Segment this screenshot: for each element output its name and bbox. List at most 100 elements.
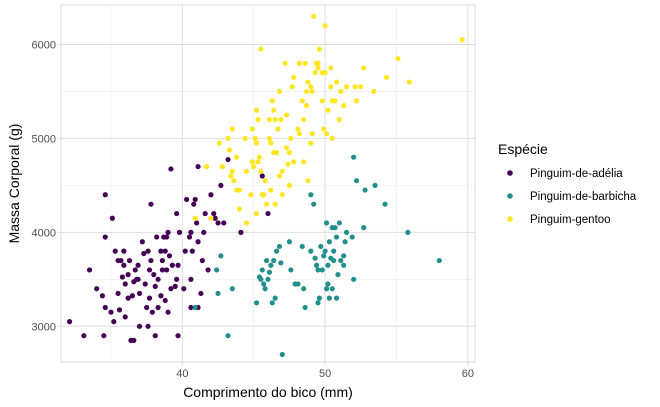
data-point	[198, 290, 204, 297]
data-point	[146, 267, 153, 273]
data-point	[332, 225, 338, 231]
data-point	[148, 201, 154, 207]
data-point	[303, 88, 310, 95]
data-point	[296, 131, 303, 137]
data-point	[195, 239, 201, 245]
data-point	[265, 276, 271, 282]
data-point	[214, 267, 220, 273]
data-point	[216, 140, 223, 146]
data-point	[308, 140, 314, 146]
data-point	[136, 323, 143, 329]
data-point	[261, 281, 267, 287]
data-point	[361, 65, 367, 71]
data-point	[352, 84, 358, 90]
data-point	[316, 46, 322, 52]
data-point	[326, 295, 332, 301]
data-point	[266, 117, 273, 123]
data-point	[383, 74, 390, 80]
data-point	[229, 168, 235, 174]
data-point	[162, 248, 168, 254]
data-point	[182, 248, 188, 254]
data-point	[436, 257, 442, 264]
data-point	[135, 262, 141, 268]
data-point	[228, 173, 234, 179]
data-point	[329, 98, 335, 104]
data-point	[459, 37, 465, 43]
data-point	[262, 286, 268, 292]
data-point	[312, 70, 318, 76]
data-point	[253, 300, 260, 306]
data-point	[221, 220, 227, 226]
data-point	[191, 201, 197, 207]
data-point	[291, 74, 297, 80]
data-point	[263, 201, 270, 207]
data-point	[215, 220, 221, 226]
data-point	[316, 295, 322, 301]
data-point	[318, 243, 324, 250]
data-point	[135, 276, 141, 282]
data-point	[108, 309, 114, 315]
data-point	[122, 281, 128, 287]
data-point	[139, 239, 145, 245]
data-point	[331, 248, 337, 254]
legend-label: Pinguim-de-adélia	[530, 168, 623, 180]
data-point	[145, 323, 151, 329]
legend-label: Pinguim-gentoo	[530, 214, 611, 226]
data-point	[279, 168, 285, 174]
data-point	[295, 126, 301, 132]
data-point	[251, 163, 257, 170]
data-point	[148, 257, 154, 264]
data-point	[405, 229, 411, 235]
data-point	[266, 269, 273, 275]
data-point	[152, 333, 158, 339]
x-axis-ticks: 40 50 60	[176, 362, 474, 380]
data-point	[86, 267, 93, 273]
data-point	[271, 107, 277, 113]
data-point	[151, 272, 157, 278]
data-point	[328, 84, 334, 90]
data-point	[204, 163, 210, 170]
y-tick-label: 5000	[32, 133, 56, 145]
data-point	[322, 248, 328, 254]
data-point	[323, 286, 330, 292]
data-point	[301, 286, 307, 292]
data-point	[333, 234, 340, 240]
data-point	[299, 98, 305, 104]
data-point	[118, 257, 124, 264]
data-point	[202, 210, 208, 217]
series-3	[192, 13, 465, 226]
data-point	[229, 126, 235, 132]
data-point	[325, 281, 331, 287]
data-point	[125, 295, 131, 301]
data-point	[141, 250, 147, 257]
data-point	[219, 163, 225, 170]
data-point	[253, 107, 260, 113]
data-point	[212, 215, 218, 221]
data-point	[162, 297, 168, 304]
data-point	[122, 314, 128, 320]
data-point	[278, 260, 284, 266]
data-point	[309, 131, 315, 137]
data-point	[301, 159, 307, 165]
data-point	[289, 84, 295, 90]
data-point	[265, 210, 271, 217]
legend-marker	[507, 193, 513, 199]
data-point	[255, 159, 261, 165]
data-point	[305, 79, 311, 85]
data-point	[166, 253, 173, 259]
data-point	[305, 178, 311, 184]
data-point	[315, 60, 321, 66]
data-point	[312, 255, 318, 261]
data-point	[286, 149, 293, 156]
data-point	[358, 84, 364, 90]
data-point	[175, 262, 181, 268]
data-point	[276, 243, 283, 250]
data-point	[308, 192, 314, 198]
data-point	[276, 88, 283, 95]
y-tick-label: 4000	[32, 227, 56, 239]
data-point	[351, 276, 357, 282]
data-point	[168, 286, 174, 292]
data-point	[205, 267, 211, 273]
data-point	[301, 117, 307, 123]
data-point	[226, 147, 233, 153]
